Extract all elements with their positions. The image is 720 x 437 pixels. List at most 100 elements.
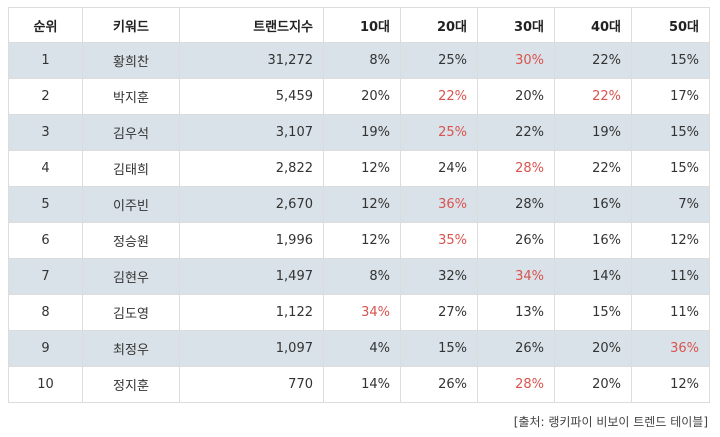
table-row: 9 최정우 1,097 4% 15% 26% 20% 36% bbox=[8, 330, 710, 367]
keyword-cell: 김현우 bbox=[82, 258, 180, 295]
table-row: 5 이주빈 2,670 12% 36% 28% 16% 7% bbox=[8, 186, 710, 223]
rank-cell: 2 bbox=[8, 78, 83, 115]
keyword-cell: 최정우 bbox=[82, 330, 180, 367]
source-caption: [출처: 랭키파이 비보이 트렌드 테이블] bbox=[513, 415, 708, 429]
age-30s-cell: 28% bbox=[477, 186, 555, 223]
age-30s-cell: 20% bbox=[477, 78, 555, 115]
age-10s-cell: 20% bbox=[323, 78, 401, 115]
age-10s-cell: 8% bbox=[323, 258, 401, 295]
trend-index-cell: 2,670 bbox=[179, 186, 324, 223]
age-30s-cell: 26% bbox=[477, 222, 555, 259]
age-40s-cell: 22% bbox=[554, 42, 632, 79]
age-50s-cell: 15% bbox=[631, 150, 710, 187]
rank-cell: 3 bbox=[8, 114, 83, 151]
age-20s-cell: 27% bbox=[400, 294, 478, 331]
age-40s-cell: 20% bbox=[554, 330, 632, 367]
rank-cell: 4 bbox=[8, 150, 83, 187]
age-20s-cell: 25% bbox=[400, 42, 478, 79]
age-10s-cell: 8% bbox=[323, 42, 401, 79]
age-30s-cell: 34% bbox=[477, 258, 555, 295]
keyword-cell: 김도영 bbox=[82, 294, 180, 331]
trend-table: 순위 키워드 트랜드지수 10대 20대 30대 40대 50대 1 황희찬 31,… bbox=[8, 7, 710, 403]
table-row: 10 정지훈 770 14% 26% 28% 20% 12% bbox=[8, 366, 710, 403]
keyword-cell: 정승원 bbox=[82, 222, 180, 259]
header-age-40s: 40대 bbox=[554, 7, 632, 43]
trend-index-cell: 1,497 bbox=[179, 258, 324, 295]
table-row: 4 김태희 2,822 12% 24% 28% 22% 15% bbox=[8, 150, 710, 187]
age-10s-cell: 4% bbox=[323, 330, 401, 367]
age-50s-cell: 15% bbox=[631, 114, 710, 151]
rank-cell: 8 bbox=[8, 294, 83, 331]
age-50s-cell: 11% bbox=[631, 294, 710, 331]
age-40s-cell: 20% bbox=[554, 366, 632, 403]
age-40s-cell: 16% bbox=[554, 186, 632, 223]
age-50s-cell: 11% bbox=[631, 258, 710, 295]
trend-index-cell: 1,996 bbox=[179, 222, 324, 259]
table-row: 7 김현우 1,497 8% 32% 34% 14% 11% bbox=[8, 258, 710, 295]
trend-index-cell: 31,272 bbox=[179, 42, 324, 79]
age-40s-cell: 22% bbox=[554, 78, 632, 115]
age-50s-cell: 15% bbox=[631, 42, 710, 79]
age-20s-cell: 26% bbox=[400, 366, 478, 403]
trend-index-cell: 770 bbox=[179, 366, 324, 403]
age-20s-cell: 25% bbox=[400, 114, 478, 151]
trend-index-cell: 1,097 bbox=[179, 330, 324, 367]
age-30s-cell: 28% bbox=[477, 366, 555, 403]
keyword-cell: 이주빈 bbox=[82, 186, 180, 223]
age-20s-cell: 24% bbox=[400, 150, 478, 187]
age-50s-cell: 12% bbox=[631, 366, 710, 403]
age-20s-cell: 22% bbox=[400, 78, 478, 115]
rank-cell: 5 bbox=[8, 186, 83, 223]
age-30s-cell: 30% bbox=[477, 42, 555, 79]
table-row: 1 황희찬 31,272 8% 25% 30% 22% 15% bbox=[8, 42, 710, 79]
keyword-cell: 정지훈 bbox=[82, 366, 180, 403]
trend-index-cell: 5,459 bbox=[179, 78, 324, 115]
rank-cell: 10 bbox=[8, 366, 83, 403]
age-40s-cell: 19% bbox=[554, 114, 632, 151]
table-row: 6 정승원 1,996 12% 35% 26% 16% 12% bbox=[8, 222, 710, 259]
age-40s-cell: 15% bbox=[554, 294, 632, 331]
age-30s-cell: 13% bbox=[477, 294, 555, 331]
age-50s-cell: 17% bbox=[631, 78, 710, 115]
keyword-cell: 박지훈 bbox=[82, 78, 180, 115]
age-10s-cell: 14% bbox=[323, 366, 401, 403]
header-age-30s: 30대 bbox=[477, 7, 555, 43]
age-10s-cell: 12% bbox=[323, 222, 401, 259]
keyword-cell: 김태희 bbox=[82, 150, 180, 187]
trend-table-container: 순위 키워드 트랜드지수 10대 20대 30대 40대 50대 1 황희찬 31,… bbox=[8, 7, 710, 403]
age-10s-cell: 19% bbox=[323, 114, 401, 151]
header-rank: 순위 bbox=[8, 7, 83, 43]
age-50s-cell: 36% bbox=[631, 330, 710, 367]
age-30s-cell: 28% bbox=[477, 150, 555, 187]
age-20s-cell: 35% bbox=[400, 222, 478, 259]
age-20s-cell: 15% bbox=[400, 330, 478, 367]
age-50s-cell: 7% bbox=[631, 186, 710, 223]
age-40s-cell: 16% bbox=[554, 222, 632, 259]
age-40s-cell: 14% bbox=[554, 258, 632, 295]
keyword-cell: 황희찬 bbox=[82, 42, 180, 79]
age-20s-cell: 36% bbox=[400, 186, 478, 223]
table-row: 8 김도영 1,122 34% 27% 13% 15% 11% bbox=[8, 294, 710, 331]
rank-cell: 9 bbox=[8, 330, 83, 367]
table-row: 2 박지훈 5,459 20% 22% 20% 22% 17% bbox=[8, 78, 710, 115]
header-age-10s: 10대 bbox=[323, 7, 401, 43]
rank-cell: 6 bbox=[8, 222, 83, 259]
header-trend-index: 트랜드지수 bbox=[179, 7, 324, 43]
rank-cell: 1 bbox=[8, 42, 83, 79]
age-30s-cell: 22% bbox=[477, 114, 555, 151]
header-age-20s: 20대 bbox=[400, 7, 478, 43]
age-40s-cell: 22% bbox=[554, 150, 632, 187]
rank-cell: 7 bbox=[8, 258, 83, 295]
age-10s-cell: 34% bbox=[323, 294, 401, 331]
table-row: 3 김우석 3,107 19% 25% 22% 19% 15% bbox=[8, 114, 710, 151]
trend-index-cell: 2,822 bbox=[179, 150, 324, 187]
age-10s-cell: 12% bbox=[323, 150, 401, 187]
table-body: 1 황희찬 31,272 8% 25% 30% 22% 15% 2 박지훈 5,459 20% 22% 2… bbox=[8, 42, 710, 403]
keyword-cell: 김우석 bbox=[82, 114, 180, 151]
age-20s-cell: 32% bbox=[400, 258, 478, 295]
age-30s-cell: 26% bbox=[477, 330, 555, 367]
trend-index-cell: 1,122 bbox=[179, 294, 324, 331]
header-age-50s: 50대 bbox=[631, 7, 710, 43]
age-10s-cell: 12% bbox=[323, 186, 401, 223]
table-header-row: 순위 키워드 트랜드지수 10대 20대 30대 40대 50대 bbox=[8, 7, 710, 43]
